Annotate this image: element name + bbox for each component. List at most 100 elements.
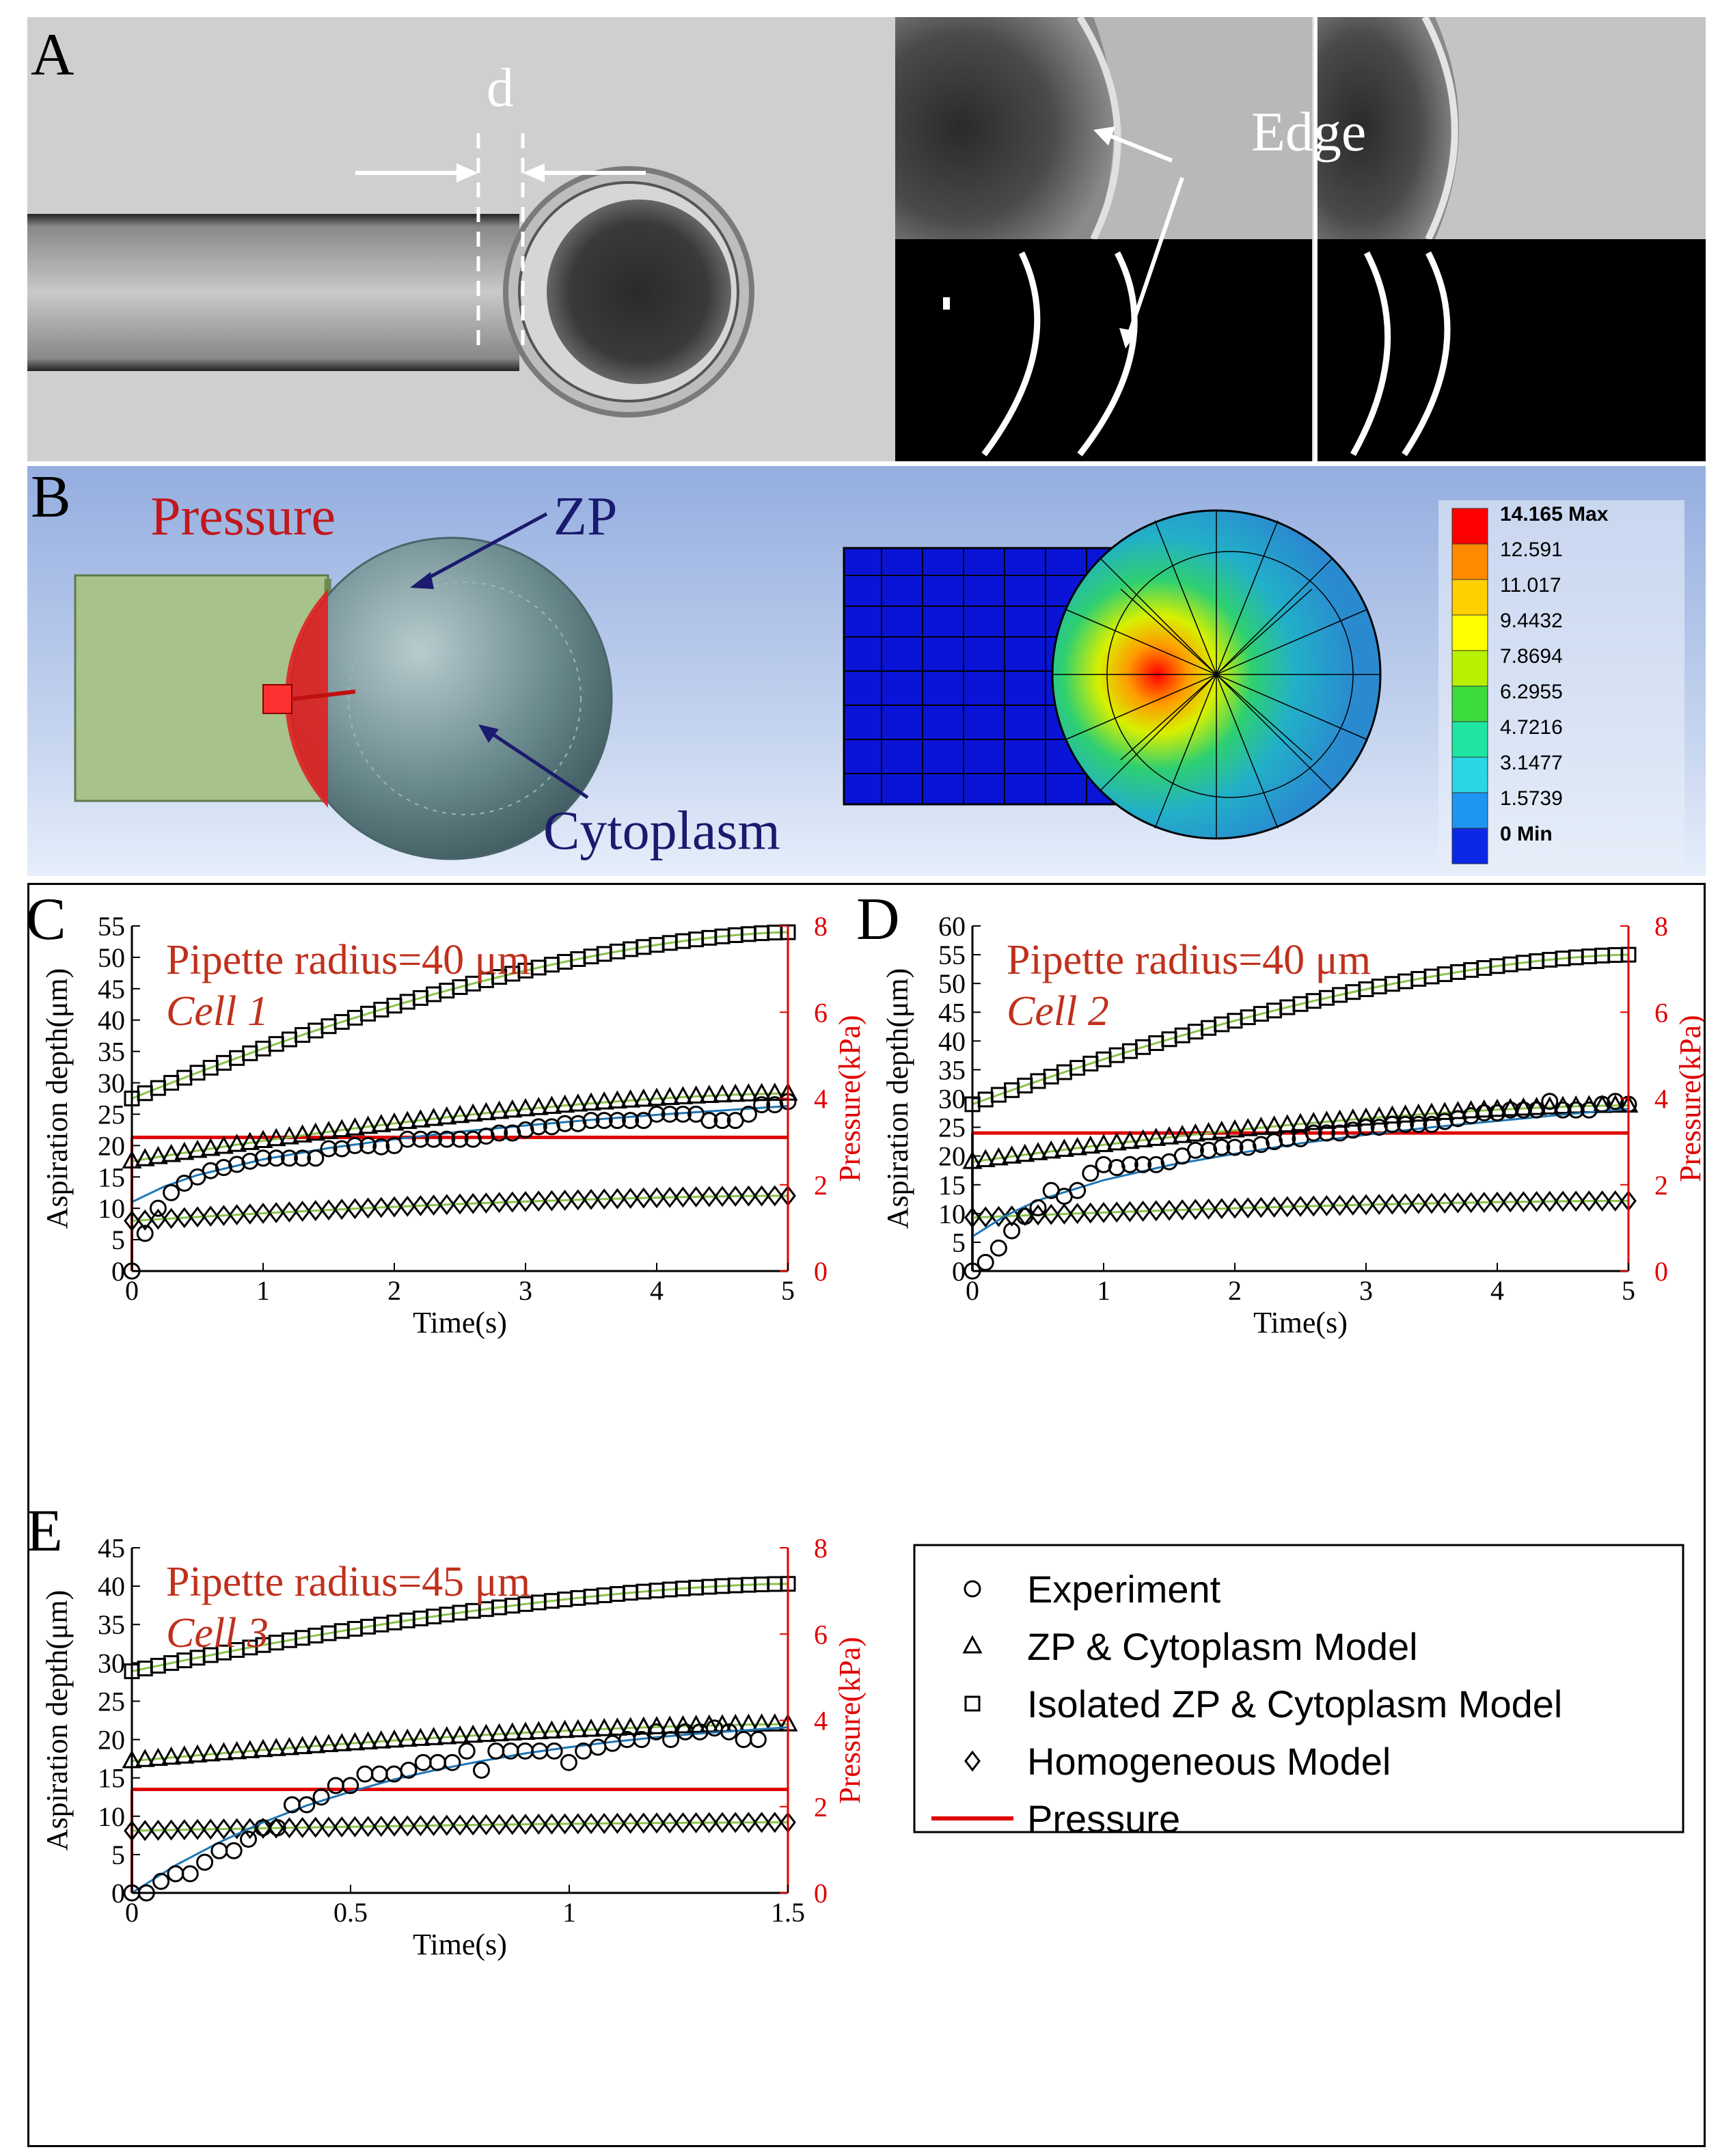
diamond-marker bbox=[1292, 1195, 1309, 1217]
experiment-point bbox=[1279, 1130, 1296, 1147]
diamond-marker bbox=[530, 1190, 547, 1212]
triangle-marker bbox=[502, 1722, 523, 1741]
diamond-marker bbox=[714, 1186, 731, 1207]
experiment-point bbox=[228, 1156, 246, 1173]
experiment-point bbox=[472, 1761, 490, 1779]
x-tick-label: 0 bbox=[125, 1897, 139, 1928]
experiment-point bbox=[342, 1777, 359, 1795]
experiment-point bbox=[713, 1112, 731, 1130]
y-tick-label: 30 bbox=[98, 1068, 125, 1099]
edge-arrowhead-1 bbox=[1093, 126, 1115, 146]
experiment-point bbox=[1594, 1095, 1611, 1113]
diamond-marker bbox=[228, 1204, 245, 1226]
y2-tick-label: 8 bbox=[814, 1533, 828, 1564]
edge-inset-1 bbox=[895, 15, 1312, 461]
experiment-point bbox=[753, 1096, 771, 1114]
diamond-marker bbox=[1003, 1205, 1020, 1227]
colorbar-label: 7.8694 bbox=[1500, 645, 1563, 668]
diamond-marker bbox=[176, 1207, 193, 1229]
experiment-point bbox=[700, 1112, 718, 1130]
experiment-point bbox=[608, 1112, 626, 1130]
diamond-marker bbox=[1134, 1200, 1151, 1222]
diamond-marker bbox=[307, 1200, 324, 1221]
colorbar-label: 12.591 bbox=[1500, 538, 1563, 561]
diamond-marker bbox=[766, 1812, 783, 1833]
triangle-marker bbox=[174, 1141, 195, 1160]
inset-1-speck bbox=[943, 297, 950, 310]
diamond-marker bbox=[1528, 1190, 1545, 1212]
y2-tick-label: 6 bbox=[814, 1619, 828, 1650]
diamond-marker bbox=[622, 1812, 639, 1834]
experiment-point bbox=[1318, 1124, 1335, 1142]
legend-square-marker bbox=[964, 1695, 981, 1712]
diamond-marker bbox=[1266, 1196, 1283, 1218]
experiment-point bbox=[239, 1830, 257, 1848]
diamond-marker bbox=[386, 1196, 402, 1218]
cytoplasm-sphere-model bbox=[348, 582, 582, 815]
experiment-point bbox=[556, 1115, 574, 1132]
triangle-marker bbox=[1159, 1126, 1179, 1145]
diamond-marker bbox=[1318, 1195, 1335, 1216]
triangle-marker bbox=[450, 1104, 470, 1123]
experiment-point bbox=[1436, 1113, 1454, 1130]
experiment-point bbox=[1305, 1124, 1322, 1142]
legend-label: Pressure bbox=[1027, 1797, 1180, 1840]
experiment-point bbox=[1200, 1141, 1218, 1159]
y-tick-label: 45 bbox=[938, 997, 966, 1028]
y2-tick-label: 4 bbox=[814, 1706, 828, 1736]
experiment-point bbox=[622, 1112, 640, 1130]
diamond-marker bbox=[622, 1188, 639, 1210]
x-tick-label: 4 bbox=[650, 1275, 664, 1306]
diamond-marker bbox=[1449, 1192, 1466, 1214]
y2-tick-label: 6 bbox=[1654, 997, 1668, 1028]
diamond-marker bbox=[478, 1814, 495, 1836]
x-tick-label: 5 bbox=[1622, 1275, 1635, 1306]
cytoplasm-pointer-head bbox=[478, 724, 499, 743]
triangle-marker bbox=[699, 1084, 720, 1103]
triangle-marker bbox=[725, 1083, 746, 1102]
triangle-marker bbox=[227, 1741, 247, 1760]
triangle-marker bbox=[213, 1135, 234, 1154]
diamond-marker bbox=[425, 1195, 442, 1216]
triangle-marker bbox=[1133, 1129, 1154, 1148]
diamond-marker bbox=[1030, 1204, 1046, 1226]
triangle-marker bbox=[712, 1084, 733, 1103]
legend: Experiment ZP & Cytoplasm Model Isolated Z… bbox=[913, 1544, 1684, 1840]
experiment-point bbox=[1082, 1164, 1100, 1182]
y-tick-label: 50 bbox=[98, 942, 125, 973]
experiment-point bbox=[163, 1184, 180, 1201]
y-tick-label: 30 bbox=[98, 1648, 125, 1678]
x-tick-label: 1.5 bbox=[771, 1897, 805, 1928]
y-axis-label: Aspiration depth(μm) bbox=[40, 1590, 74, 1851]
diamond-marker bbox=[1436, 1192, 1454, 1214]
experiment-point bbox=[241, 1152, 259, 1170]
experiment-point bbox=[398, 1130, 416, 1148]
diamond-marker bbox=[1253, 1197, 1270, 1218]
diamond-marker bbox=[491, 1814, 508, 1836]
y2-tick-label: 2 bbox=[814, 1170, 828, 1201]
triangle-marker bbox=[344, 1117, 365, 1136]
diamond-marker bbox=[1371, 1194, 1388, 1215]
experiment-point bbox=[1383, 1115, 1401, 1133]
triangle-marker bbox=[1041, 1140, 1061, 1159]
pressure-load-marker bbox=[262, 684, 292, 714]
colorbar-swatch bbox=[1451, 508, 1488, 545]
diamond-marker bbox=[202, 1205, 219, 1227]
inset-1-cell bbox=[895, 17, 1114, 239]
diamond-marker bbox=[1095, 1201, 1112, 1223]
diamond-marker bbox=[1174, 1199, 1191, 1220]
y-tick-label: 15 bbox=[98, 1162, 125, 1192]
triangle-marker bbox=[528, 1097, 549, 1115]
triangle-marker bbox=[174, 1745, 195, 1764]
triangle-marker bbox=[279, 1736, 299, 1756]
diamond-marker bbox=[1108, 1201, 1125, 1223]
diamond-marker bbox=[649, 1187, 665, 1209]
diamond-marker bbox=[412, 1195, 429, 1216]
experiment-point bbox=[1462, 1107, 1480, 1125]
experiment-point bbox=[267, 1149, 285, 1167]
triangle-marker bbox=[1553, 1095, 1573, 1115]
y-tick-label: 55 bbox=[98, 911, 125, 942]
diamond-marker bbox=[399, 1195, 416, 1217]
triangle-marker bbox=[344, 1732, 365, 1751]
chart-c: 0 1 2 3 4 5051015202530354045505502468Time(s)… bbox=[40, 911, 866, 1339]
